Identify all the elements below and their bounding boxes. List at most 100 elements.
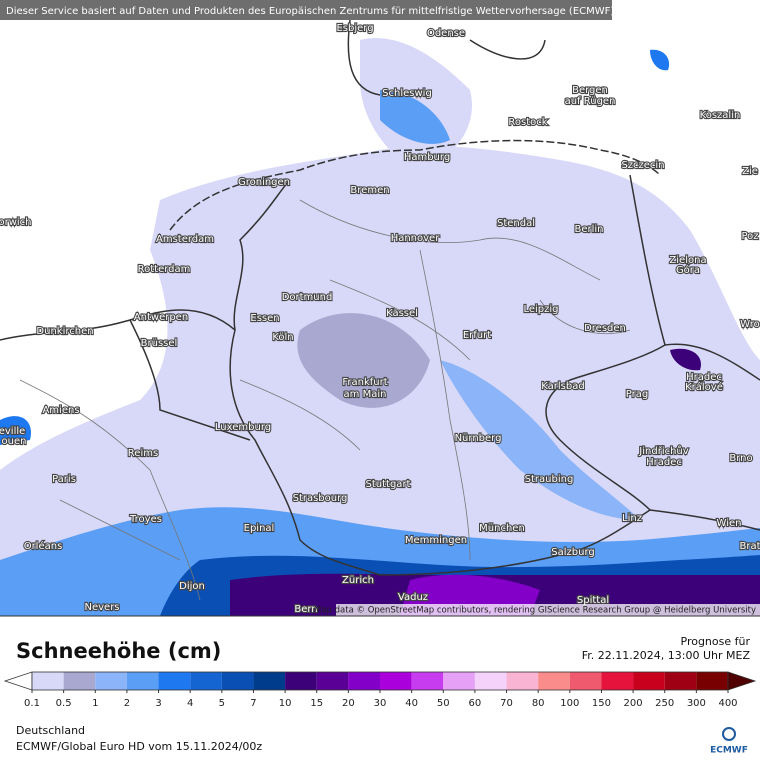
colorbar-segment <box>158 672 191 690</box>
colorbar-segment <box>506 672 539 690</box>
city-label: Rostock <box>508 117 547 128</box>
colorbar-segment <box>63 672 96 690</box>
colorbar-tick-label: 250 <box>655 698 674 709</box>
city-label: Brüssel <box>141 338 178 349</box>
city-label: Bern <box>294 604 317 615</box>
region-borders <box>19 199 631 601</box>
snow-area <box>0 416 31 445</box>
colorbar-tick-label: 50 <box>437 698 450 709</box>
city-label: Straubing <box>525 474 574 485</box>
country-border <box>0 309 251 441</box>
colorbar-tick-label: 200 <box>624 698 643 709</box>
city-label: Antwerpen <box>134 312 188 323</box>
colorbar-segment <box>443 672 475 690</box>
city-label: Frankfurt <box>342 377 387 388</box>
city-label: Amsterdam <box>156 234 214 245</box>
colorbar-tick-label: 80 <box>532 698 545 709</box>
city-label: Stuttgart <box>366 479 411 490</box>
colorbar-tick-label: 20 <box>342 698 355 709</box>
footer-model: ECMWF/Global Euro HD vom 15.11.2024/00z <box>16 740 262 753</box>
ecmwf-logo: ECMWF <box>710 727 748 756</box>
country-border <box>649 343 760 531</box>
colorbar-segment <box>190 672 222 690</box>
colorbar-segment <box>601 672 634 690</box>
city-label: Góra <box>676 264 700 276</box>
colorbar-segment <box>348 672 380 690</box>
colorbar-segment <box>316 672 349 690</box>
city-label: Hannover <box>391 233 441 244</box>
colorbar-tick-label: 3 <box>155 698 161 709</box>
colorbar-segment <box>696 672 728 690</box>
colorbar-tick-label: 70 <box>500 698 513 709</box>
notice-banner <box>0 0 612 20</box>
city-label: Schleswig <box>382 88 432 99</box>
city-label: Rotterdam <box>138 264 191 275</box>
city-label: Dresden <box>584 323 626 334</box>
city-label: auf Rügen <box>565 96 616 107</box>
colorbar-segment <box>253 672 286 690</box>
colorbar-tick-label: 60 <box>469 698 482 709</box>
snow-area <box>650 49 670 71</box>
city-label: Leipzig <box>523 304 558 315</box>
city-label: Erfurt <box>463 330 491 341</box>
city-label: München <box>479 523 525 534</box>
colorbar-tick-label: 4 <box>187 698 193 709</box>
snow-area <box>297 313 430 408</box>
colorbar: 0.1 0.5 1 2 3 4 5 7 10 15 20 30 40 50 60 70 80 100 150 200 2… <box>3 671 757 709</box>
colorbar-tick-label: 5 <box>219 698 225 709</box>
coastline <box>169 139 661 231</box>
city-label: Köln <box>272 332 293 343</box>
city-label: Strasbourg <box>293 493 348 504</box>
colorbar-segment <box>633 672 665 690</box>
forecast-label: Prognose für <box>681 635 751 648</box>
city-label: Dortmund <box>282 292 333 303</box>
city-label: ouen <box>2 436 27 447</box>
city-label: Nürnberg <box>455 433 502 444</box>
city-label: Szczecin <box>621 160 664 171</box>
city-label: orwich <box>0 217 32 228</box>
city-label: Amiens <box>42 405 79 416</box>
city-label: Odense <box>427 28 465 39</box>
city-label: Troyes <box>129 514 162 525</box>
city-label: Bremen <box>350 185 389 196</box>
city-label: Králové <box>685 381 723 393</box>
colorbar-segment <box>221 672 254 690</box>
city-label: Bergen <box>572 85 608 96</box>
notice-text: Dieser Service basiert auf Daten und Pro… <box>6 6 614 17</box>
city-label: Wro <box>740 319 759 330</box>
city-label: Luxemburg <box>215 422 271 433</box>
colorbar-segment <box>95 672 127 690</box>
city-label: Poz <box>741 231 758 242</box>
city-label: Zielona <box>669 255 706 266</box>
colorbar-segment <box>126 672 159 690</box>
colorbar-tick-label: 0.5 <box>56 698 72 709</box>
city-label: Esbjerg <box>336 23 373 34</box>
city-label: Kassel <box>386 308 418 319</box>
city-label: eville <box>0 426 25 437</box>
country-border <box>229 174 666 576</box>
colorbar-tick-label: 100 <box>560 698 579 709</box>
legend-title: Schneehöhe (cm) <box>16 639 221 663</box>
forecast-time: Fr. 22.11.2024, 13:00 Uhr MEZ <box>582 649 751 662</box>
city-label: Karlsbad <box>541 381 584 392</box>
city-label: Nevers <box>84 602 119 613</box>
colorbar-tick-label: 150 <box>592 698 611 709</box>
city-label: Essen <box>250 313 279 324</box>
colorbar-segment <box>664 672 697 690</box>
colorbar-segment <box>380 672 412 690</box>
colorbar-segment <box>538 672 570 690</box>
city-label: Berlin <box>574 224 603 235</box>
city-label: Reims <box>128 448 158 459</box>
city-label: Epinal <box>244 523 275 534</box>
city-label: Zie <box>742 166 758 177</box>
city-label: Hradec <box>646 457 682 468</box>
city-label: Dunkirchen <box>36 326 93 337</box>
borders <box>0 19 760 576</box>
city-label: Dijon <box>179 581 205 592</box>
colorbar-tick-label: 40 <box>405 698 418 709</box>
colorbar-tick-label: 10 <box>279 698 292 709</box>
